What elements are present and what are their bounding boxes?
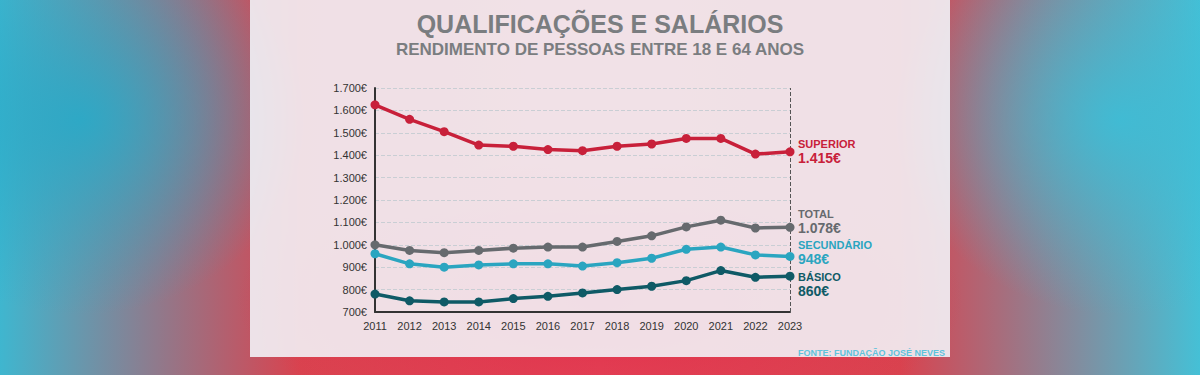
svg-text:1.415€: 1.415€ — [798, 150, 841, 166]
svg-text:1.500€: 1.500€ — [333, 127, 367, 139]
svg-text:2017: 2017 — [570, 320, 594, 332]
svg-text:2021: 2021 — [709, 320, 733, 332]
svg-text:2023: 2023 — [778, 320, 802, 332]
svg-text:2016: 2016 — [536, 320, 560, 332]
svg-text:2014: 2014 — [467, 320, 491, 332]
svg-text:FONTE: FUNDAÇÃO JOSÉ NEVES: FONTE: FUNDAÇÃO JOSÉ NEVES — [798, 348, 945, 358]
svg-text:1.200€: 1.200€ — [333, 194, 367, 206]
svg-text:2022: 2022 — [743, 320, 767, 332]
svg-text:SECUNDÁRIO: SECUNDÁRIO — [798, 239, 872, 251]
svg-text:1.000€: 1.000€ — [333, 239, 367, 251]
svg-text:800€: 800€ — [343, 284, 367, 296]
svg-text:2019: 2019 — [639, 320, 663, 332]
svg-text:RENDIMENTO DE PESSOAS ENTRE 18: RENDIMENTO DE PESSOAS ENTRE 18 E 64 ANOS — [396, 40, 804, 59]
svg-text:1.600€: 1.600€ — [333, 104, 367, 116]
svg-text:1.078€: 1.078€ — [798, 220, 841, 236]
svg-text:700€: 700€ — [343, 306, 367, 318]
svg-text:2011: 2011 — [363, 320, 387, 332]
svg-text:900€: 900€ — [343, 261, 367, 273]
svg-text:1.400€: 1.400€ — [333, 149, 367, 161]
svg-text:2018: 2018 — [605, 320, 629, 332]
svg-text:QUALIFICAÇÕES E SALÁRIOS: QUALIFICAÇÕES E SALÁRIOS — [417, 9, 784, 38]
svg-text:1.300€: 1.300€ — [333, 172, 367, 184]
svg-text:1.700€: 1.700€ — [333, 82, 367, 94]
svg-text:BÁSICO: BÁSICO — [798, 271, 841, 283]
svg-text:2020: 2020 — [674, 320, 698, 332]
svg-text:2012: 2012 — [397, 320, 421, 332]
svg-text:2013: 2013 — [432, 320, 456, 332]
svg-text:2015: 2015 — [501, 320, 525, 332]
svg-text:TOTAL: TOTAL — [798, 208, 834, 220]
svg-text:1.100€: 1.100€ — [333, 216, 367, 228]
svg-text:860€: 860€ — [798, 283, 829, 299]
svg-text:948€: 948€ — [798, 251, 829, 267]
svg-text:SUPERIOR: SUPERIOR — [798, 138, 856, 150]
